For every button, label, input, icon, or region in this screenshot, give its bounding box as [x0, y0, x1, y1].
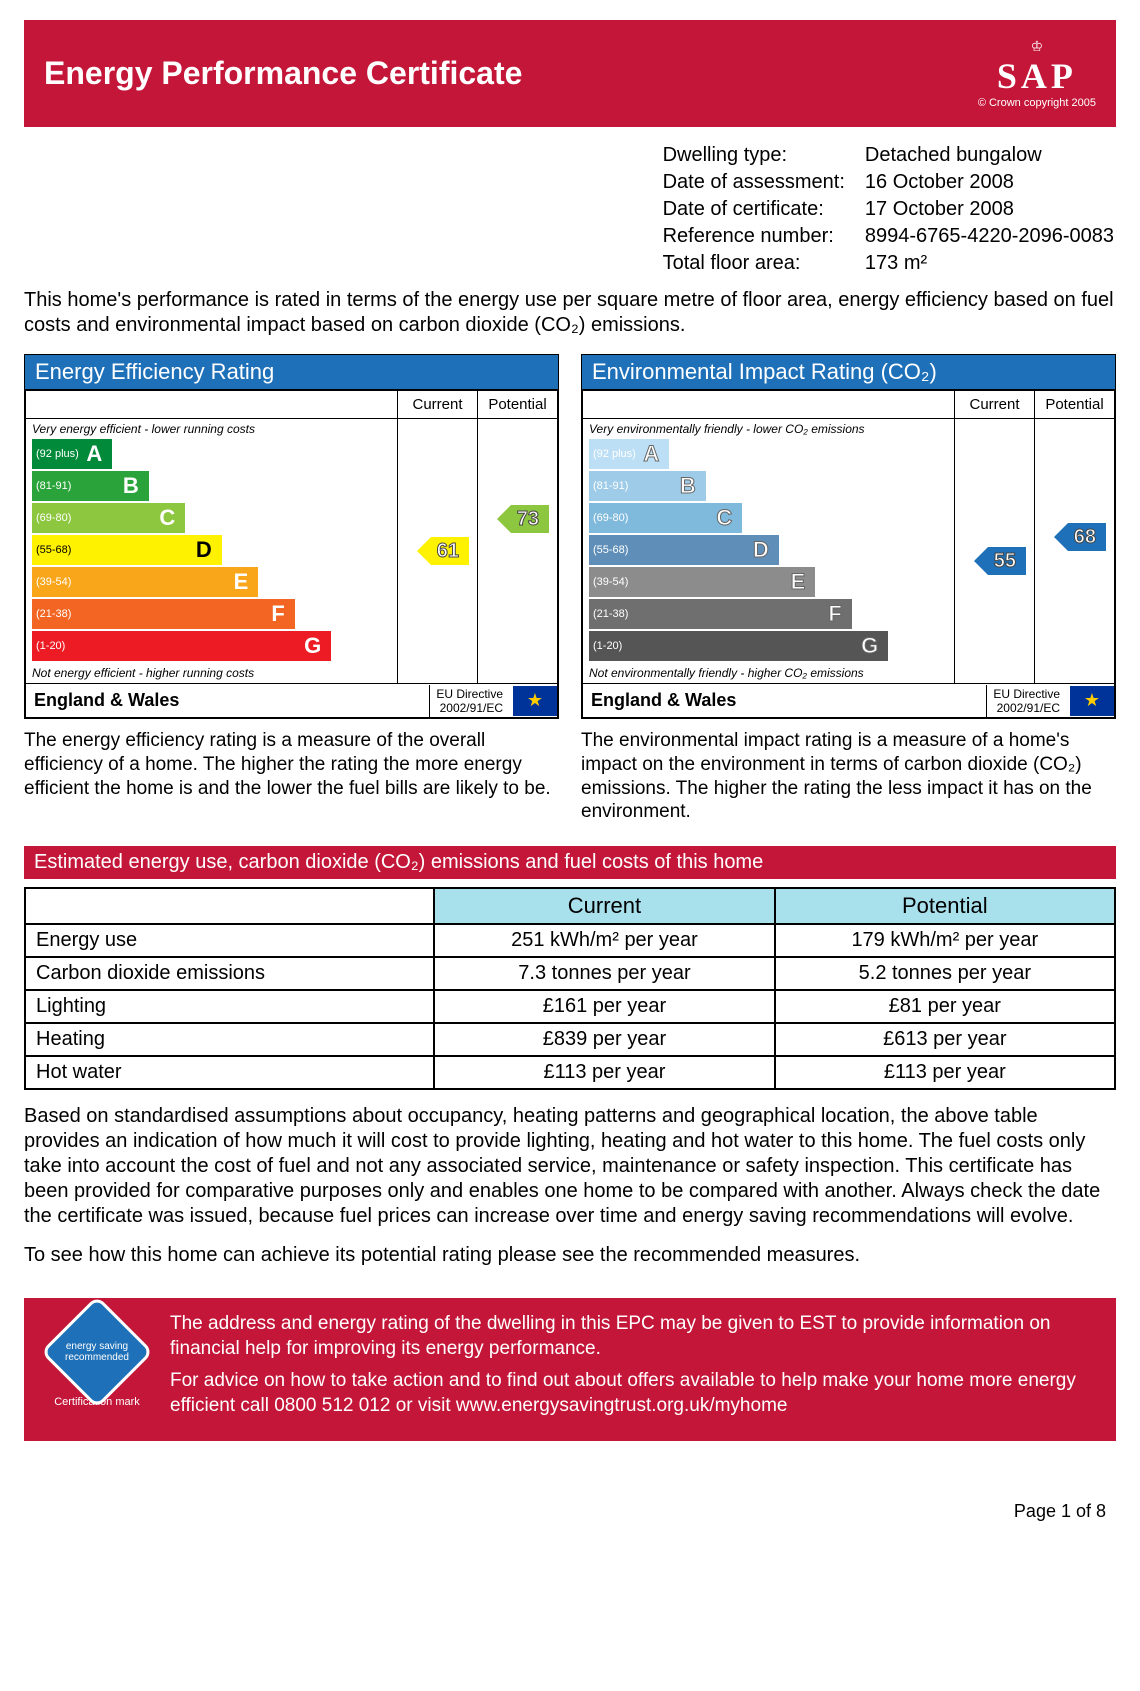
cost-potential: 5.2 tonnes per year [775, 957, 1115, 990]
sap-logo-sub: © Crown copyright 2005 [978, 97, 1096, 109]
sap-logo-text: SAP [978, 55, 1096, 97]
rating-band: (81-91) B [589, 471, 954, 501]
rating-band: (1-20) G [589, 631, 954, 661]
cost-current: £839 per year [434, 1023, 774, 1056]
eu-flag-icon: ★ [1070, 686, 1114, 716]
meta-label: Dwelling type: [663, 143, 863, 168]
cost-potential: £613 per year [775, 1023, 1115, 1056]
potential-marker: 73 [511, 505, 549, 533]
cost-table: CurrentPotential Energy use251 kWh/m² per… [24, 887, 1116, 1090]
meta-label: Reference number: [663, 224, 863, 249]
meta-label: Total floor area: [663, 251, 863, 276]
rating-band: (69-80) C [32, 503, 397, 533]
cost-label: Hot water [25, 1056, 434, 1089]
current-marker: 61 [431, 537, 469, 565]
rating-desc: The energy efficiency rating is a measur… [24, 729, 559, 800]
rating-box: Current Potential Very environmentally f… [581, 389, 1116, 719]
col-current: Current [954, 391, 1034, 418]
cost-label: Carbon dioxide emissions [25, 957, 434, 990]
assumptions-para: Based on standardised assumptions about … [24, 1104, 1116, 1229]
cost-current: 251 kWh/m² per year [434, 924, 774, 957]
rating-desc: The environmental impact rating is a mea… [581, 729, 1116, 824]
rating-charts: Energy Efficiency Rating Current Potenti… [24, 354, 1116, 824]
header-bar: Energy Performance Certificate ♔ SAP © C… [24, 20, 1116, 127]
cost-potential: £113 per year [775, 1056, 1115, 1089]
col-potential: Potential [477, 391, 557, 418]
rating-band: (39-54) E [32, 567, 397, 597]
sap-logo: ♔ SAP © Crown copyright 2005 [978, 38, 1096, 109]
rating-band: (92 plus) A [32, 439, 397, 469]
meta-block: Dwelling type:Detached bungalowDate of a… [24, 141, 1116, 278]
rating-band: (21-38) F [589, 599, 954, 629]
advice-p2: For advice on how to take action and to … [170, 1369, 1098, 1418]
potential-marker: 68 [1068, 523, 1106, 551]
meta-value: 8994-6765-4220-2096-0083 [865, 224, 1114, 249]
eu-directive: EU Directive2002/91/EC [986, 685, 1066, 717]
cost-header: Current [434, 888, 774, 924]
col-current: Current [397, 391, 477, 418]
rating-band: (1-20) G [32, 631, 397, 661]
meta-value: 17 October 2008 [865, 197, 1114, 222]
region: England & Wales [583, 684, 986, 717]
cost-current: 7.3 tonnes per year [434, 957, 774, 990]
rating-band: (55-68) D [32, 535, 397, 565]
eu-directive: EU Directive2002/91/EC [429, 685, 509, 717]
intro-text: This home's performance is rated in term… [24, 288, 1116, 338]
rating-band: (39-54) E [589, 567, 954, 597]
potential-para: To see how this home can achieve its pot… [24, 1243, 1116, 1268]
current-marker: 55 [988, 547, 1026, 575]
rating-band: (69-80) C [589, 503, 954, 533]
rating-title: Environmental Impact Rating (CO₂) [581, 354, 1116, 389]
advice-p1: The address and energy rating of the dwe… [170, 1312, 1098, 1361]
cost-label: Energy use [25, 924, 434, 957]
page-title: Energy Performance Certificate [44, 55, 522, 92]
rating-band: (55-68) D [589, 535, 954, 565]
crown-icon: ♔ [978, 38, 1096, 55]
rating-title: Energy Efficiency Rating [24, 354, 559, 389]
region: England & Wales [26, 684, 429, 717]
rating-box: Current Potential Very energy efficient … [24, 389, 559, 719]
cost-header: Potential [775, 888, 1115, 924]
meta-value: 173 m² [865, 251, 1114, 276]
meta-value: Detached bungalow [865, 143, 1114, 168]
col-potential: Potential [1034, 391, 1114, 418]
meta-value: 16 October 2008 [865, 170, 1114, 195]
rating-band: (21-38) F [32, 599, 397, 629]
cost-label: Heating [25, 1023, 434, 1056]
cost-current: £161 per year [434, 990, 774, 1023]
page-number: Page 1 of 8 [24, 1501, 1116, 1522]
cost-label: Lighting [25, 990, 434, 1023]
meta-label: Date of assessment: [663, 170, 863, 195]
cost-potential: 179 kWh/m² per year [775, 924, 1115, 957]
rating-band: (81-91) B [32, 471, 397, 501]
meta-label: Date of certificate: [663, 197, 863, 222]
est-logo: energy saving recommended Certification … [42, 1312, 152, 1427]
cost-potential: £81 per year [775, 990, 1115, 1023]
estimates-title: Estimated energy use, carbon dioxide (CO… [24, 846, 1116, 879]
advice-box: energy saving recommended Certification … [24, 1298, 1116, 1441]
rating-band: (92 plus) A [589, 439, 954, 469]
eu-flag-icon: ★ [513, 686, 557, 716]
cost-current: £113 per year [434, 1056, 774, 1089]
